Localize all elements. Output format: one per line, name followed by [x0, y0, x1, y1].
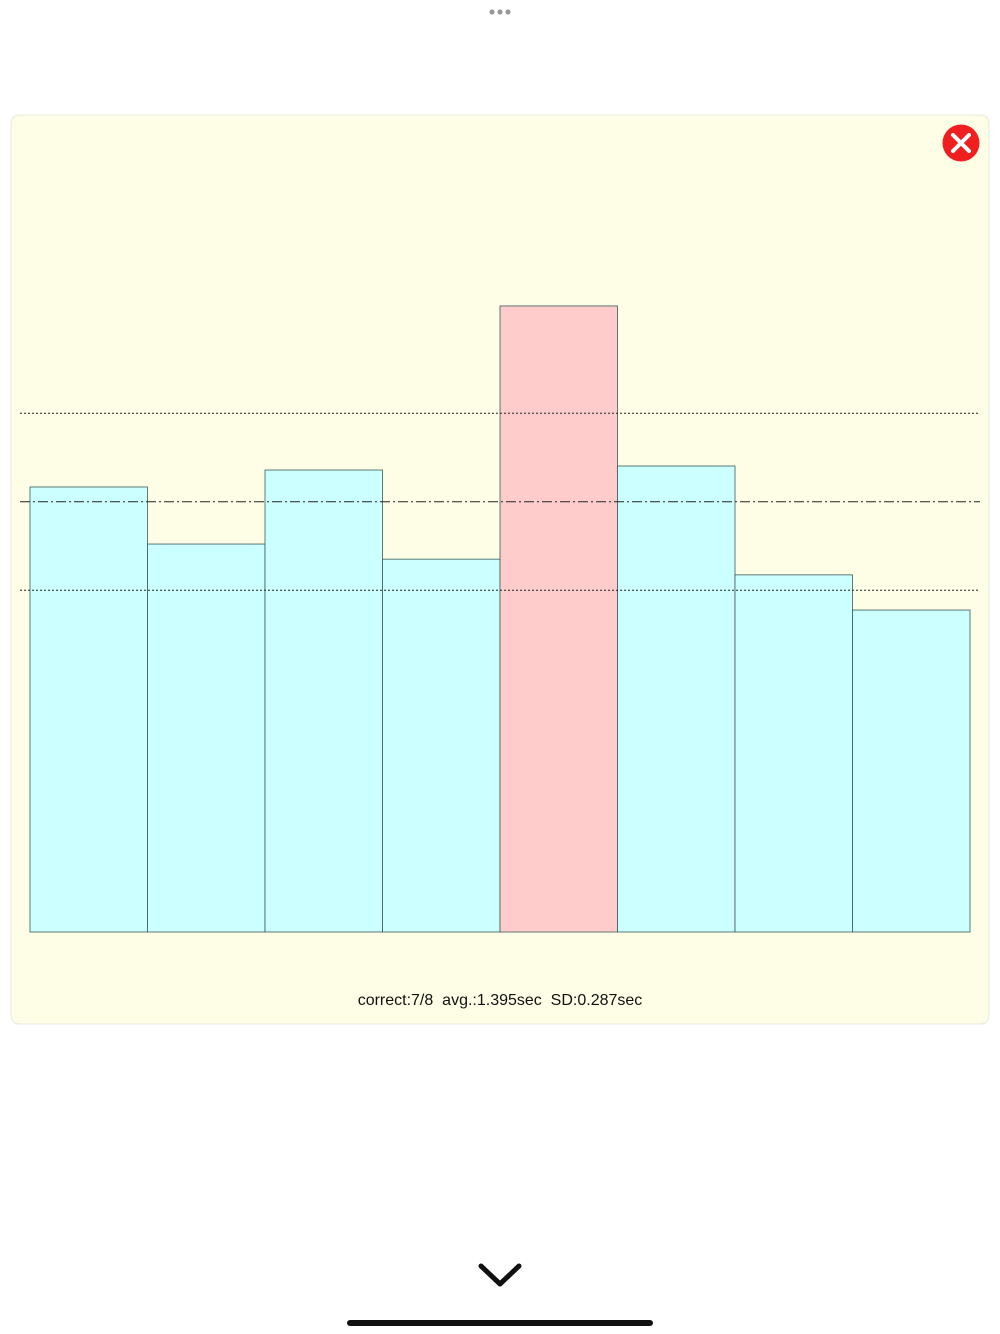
bar [734, 574, 853, 933]
bar [147, 543, 266, 933]
collapse-chevron[interactable] [478, 1263, 522, 1287]
bar [852, 609, 971, 933]
dot [489, 9, 495, 15]
stats-footer: correct:7/8 avg.:1.395sec SD:0.287sec [358, 992, 643, 1009]
bar [499, 305, 618, 933]
bar [382, 558, 501, 933]
dot [497, 9, 503, 15]
top-handle[interactable] [489, 9, 511, 15]
bar [29, 486, 148, 933]
bar [617, 465, 736, 933]
bar [264, 469, 383, 933]
close-button[interactable] [942, 124, 980, 162]
dot [505, 9, 511, 15]
home-indicator [347, 1320, 653, 1326]
plot [20, 305, 980, 933]
